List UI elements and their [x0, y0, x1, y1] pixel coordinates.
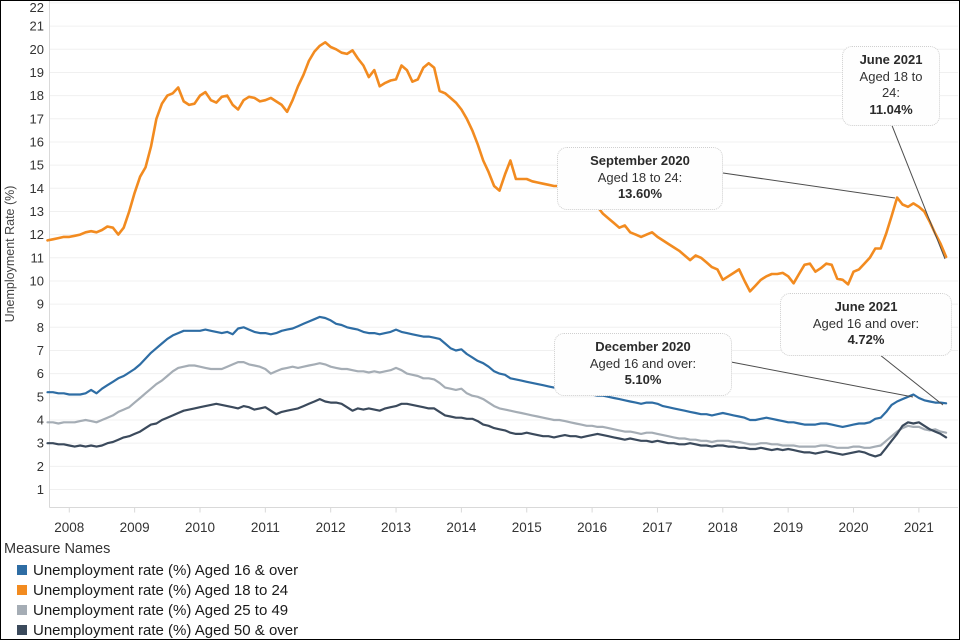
- svg-text:4: 4: [37, 412, 44, 427]
- svg-text:21: 21: [30, 19, 44, 34]
- legend-swatch-aged-18-24: [17, 585, 27, 595]
- legend-swatch-aged-25-49: [17, 605, 27, 615]
- annotation-title: June 2021: [859, 52, 923, 67]
- svg-text:2010: 2010: [185, 520, 215, 535]
- svg-text:2019: 2019: [773, 520, 803, 535]
- svg-text:2021: 2021: [904, 520, 934, 535]
- legend-item-aged-50-over[interactable]: Unemployment rate (%) Aged 50 & over: [1, 620, 299, 639]
- svg-text:18: 18: [30, 88, 44, 103]
- annotation-value: 4.72%: [847, 332, 885, 348]
- annotation-june-2021-aged-18-24: June 2021 Aged 18 to 24: 11.04%: [842, 46, 940, 126]
- svg-text:20: 20: [30, 42, 44, 57]
- svg-text:2: 2: [37, 459, 44, 474]
- svg-text:2018: 2018: [708, 520, 738, 535]
- legend-item-aged-16-over[interactable]: Unemployment rate (%) Aged 16 & over: [1, 560, 298, 580]
- svg-text:2012: 2012: [316, 520, 346, 535]
- svg-text:2015: 2015: [512, 520, 542, 535]
- annotation-june-2021-aged-16-over: June 2021 Aged 16 and over: 4.72%: [780, 293, 952, 356]
- svg-text:14: 14: [30, 181, 44, 196]
- annotation-subtitle: Aged 16 and over:: [589, 355, 697, 371]
- legend-label: Unemployment rate (%) Aged 18 to 24: [33, 581, 289, 599]
- svg-text:2013: 2013: [381, 520, 411, 535]
- svg-text:8: 8: [37, 320, 44, 335]
- legend-item-aged-18-24[interactable]: Unemployment rate (%) Aged 18 to 24: [1, 580, 288, 600]
- legend-swatch-aged-16-over: [17, 565, 27, 575]
- annotation-december-2020-aged-16-over: December 2020 Aged 16 and over: 5.10%: [554, 333, 732, 396]
- svg-text:2017: 2017: [642, 520, 672, 535]
- svg-text:3: 3: [37, 436, 44, 451]
- svg-text:22: 22: [30, 1, 44, 15]
- svg-text:11: 11: [31, 250, 45, 265]
- annotation-subtitle: Aged 16 and over:: [812, 315, 920, 331]
- annotation-title: June 2021: [834, 299, 898, 314]
- svg-text:2016: 2016: [577, 520, 607, 535]
- svg-text:15: 15: [30, 158, 44, 173]
- series-line-1[interactable]: [46, 40, 948, 293]
- svg-text:1: 1: [37, 482, 44, 497]
- series-line-2[interactable]: [46, 361, 948, 449]
- annotation-value: 5.10%: [624, 372, 662, 388]
- legend-title: Measure Names: [4, 541, 111, 557]
- legend-label: Unemployment rate (%) Aged 50 & over: [33, 621, 299, 639]
- svg-text:19: 19: [30, 65, 44, 80]
- svg-text:7: 7: [37, 343, 44, 358]
- annotation-subtitle: Aged 18 to 24:: [859, 68, 923, 101]
- svg-text:2008: 2008: [54, 520, 84, 535]
- series-line-3[interactable]: [46, 398, 948, 458]
- legend-label: Unemployment rate (%) Aged 16 & over: [33, 561, 299, 579]
- svg-text:2020: 2020: [838, 520, 868, 535]
- legend-item-aged-25-49[interactable]: Unemployment rate (%) Aged 25 to 49: [1, 600, 288, 620]
- annotation-value: 11.04%: [869, 101, 913, 117]
- svg-text:10: 10: [30, 273, 44, 288]
- annotation-title: September 2020: [590, 153, 690, 168]
- annotation-value: 13.60%: [617, 186, 663, 202]
- legend-swatch-aged-50-over: [17, 625, 27, 635]
- svg-text:2014: 2014: [446, 520, 477, 535]
- svg-text:13: 13: [30, 204, 44, 219]
- series-line-0[interactable]: [46, 315, 948, 428]
- svg-text:5: 5: [37, 389, 44, 404]
- svg-text:9: 9: [37, 297, 44, 312]
- annotation-september-2020-aged-18-24: September 2020 Aged 18 to 24: 13.60%: [557, 147, 723, 210]
- legend-label: Unemployment rate (%) Aged 25 to 49: [33, 601, 289, 619]
- annotation-title: December 2020: [595, 339, 691, 354]
- svg-text:12: 12: [30, 227, 44, 242]
- svg-text:16: 16: [30, 134, 44, 149]
- svg-text:6: 6: [37, 366, 44, 381]
- annotation-subtitle: Aged 18 to 24:: [597, 169, 683, 185]
- svg-text:2011: 2011: [251, 520, 280, 535]
- svg-text:2009: 2009: [120, 520, 150, 535]
- svg-text:17: 17: [30, 111, 44, 126]
